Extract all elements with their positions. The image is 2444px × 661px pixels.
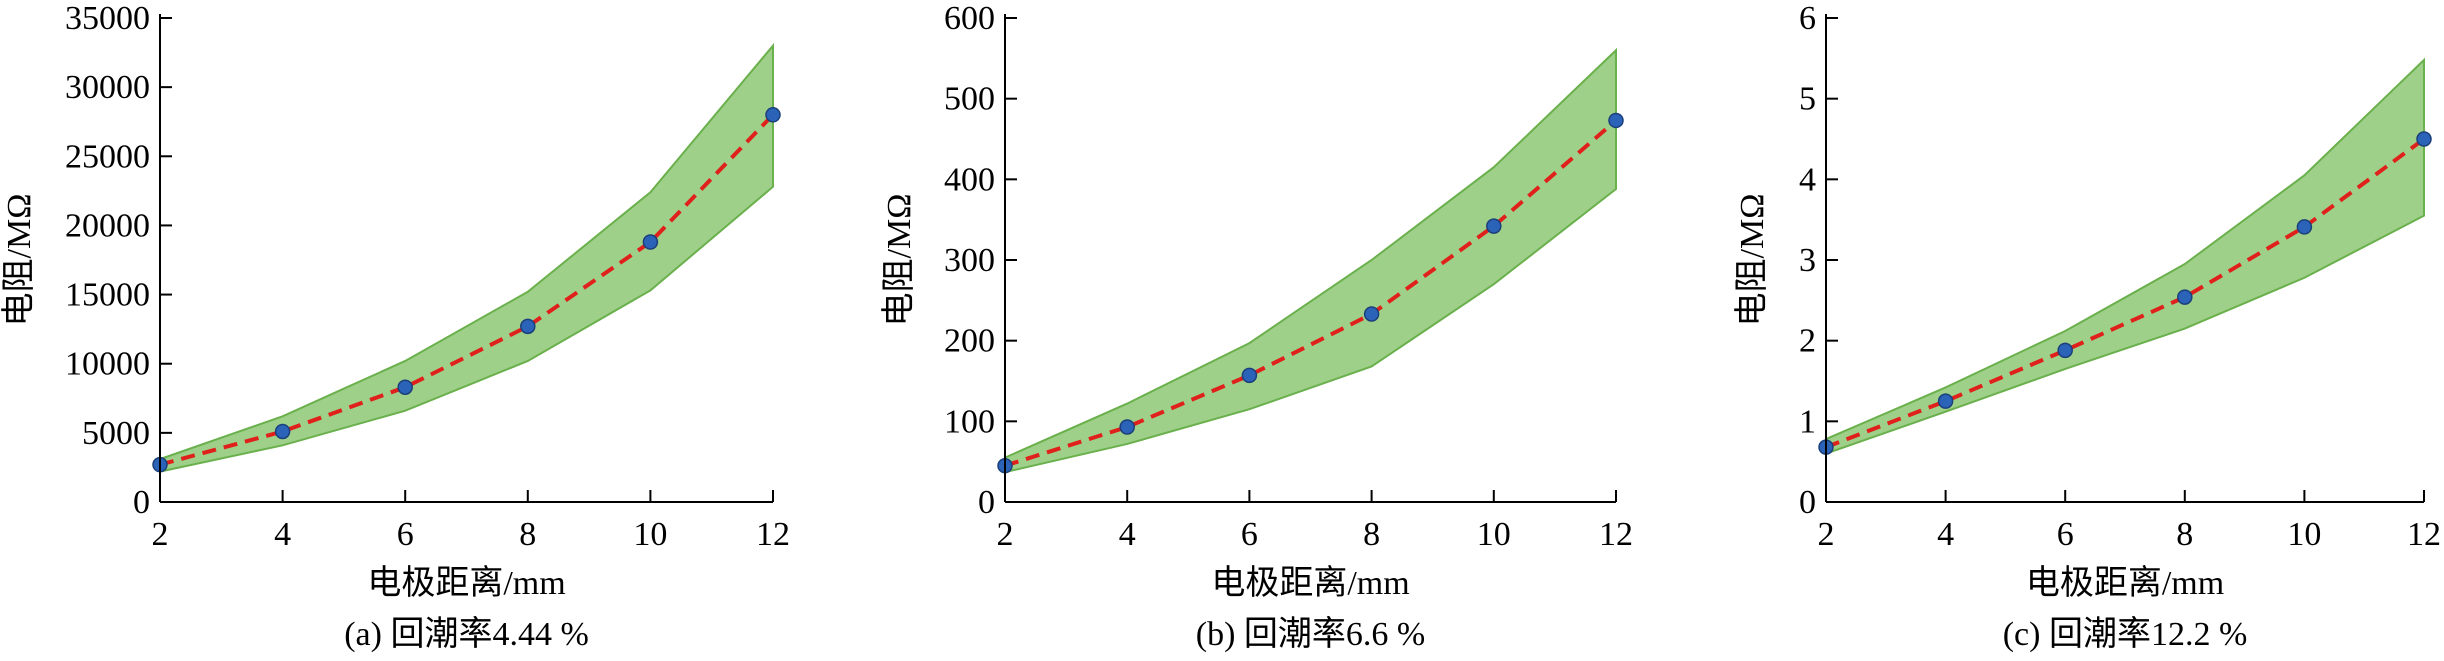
x-tick-label: 8	[1363, 516, 1380, 553]
chart-panel-b: 0 100 200 300 400 500 600 2 4 6 8 10 12 电极距离/mm (b) 回潮…	[880, 0, 1633, 653]
y-tick-label: 15000	[65, 277, 150, 314]
x-tick-label: 12	[2407, 516, 2441, 553]
x-tick-label: 12	[1599, 516, 1633, 553]
data-point	[1241, 367, 1258, 384]
x-tick-label: 2	[1818, 516, 1835, 553]
series-line	[1004, 118, 1618, 468]
y-tick-label: 300	[944, 242, 995, 279]
series-line	[1825, 137, 2426, 450]
data-point	[2416, 131, 2432, 147]
y-tick-label: 400	[944, 161, 995, 198]
series-line	[159, 113, 775, 467]
x-tick-label: 2	[997, 516, 1014, 553]
data-point	[2057, 342, 2073, 359]
x-axis-title: 电极距离/mm	[1211, 564, 1409, 602]
y-axis-title: 电阻/MΩ	[0, 194, 38, 327]
y-tick-label: 100	[944, 403, 995, 440]
x-tick-label: 2	[152, 516, 169, 553]
data-point	[642, 234, 659, 250]
x-tick-label: 6	[1241, 516, 1258, 553]
y-tick-label: 3	[1799, 242, 1816, 279]
data-point	[1486, 218, 1502, 234]
panel-caption-b: (b) 回潮率6.6 %	[1196, 615, 1425, 653]
x-axis-title: 电极距离/mm	[2026, 564, 2224, 602]
data-point	[397, 379, 413, 395]
x-tick-label: 6	[2057, 516, 2074, 553]
y-tick-label: 30000	[65, 69, 150, 106]
y-tick-label: 0	[133, 484, 150, 521]
y-tick-label: 5	[1799, 81, 1816, 118]
x-tick-label: 4	[274, 516, 291, 553]
y-tick-label: 200	[944, 323, 995, 360]
data-point	[1119, 419, 1135, 435]
x-tick-label: 8	[519, 516, 536, 553]
y-tick-label: 5000	[82, 415, 150, 452]
data-point	[2177, 289, 2193, 305]
data-point	[765, 107, 781, 123]
x-tick-label: 6	[397, 516, 414, 553]
data-point	[274, 423, 291, 440]
data-point	[1363, 306, 1380, 322]
y-tick-label: 35000	[65, 0, 150, 37]
x-tick-label: 12	[756, 516, 790, 553]
range-band	[1004, 47, 1617, 474]
x-axis-title: 电极距离/mm	[367, 564, 565, 602]
y-tick-label: 2	[1799, 323, 1816, 360]
x-tick-label: 10	[633, 516, 667, 553]
y-tick-label: 0	[1799, 484, 1816, 521]
x-tick-label: 4	[1937, 516, 1954, 553]
y-tick-label: 1	[1799, 403, 1816, 440]
y-tick-label: 600	[944, 0, 995, 37]
range-band	[159, 42, 774, 473]
x-tick-label: 8	[2176, 516, 2193, 553]
y-tick-label: 0	[978, 484, 995, 521]
y-tick-label: 6	[1799, 0, 1816, 37]
data-point	[2296, 219, 2313, 235]
x-tick-label: 4	[1119, 516, 1136, 553]
data-point	[1608, 112, 1624, 129]
y-axis-title: 电阻/MΩ	[1733, 194, 1771, 327]
y-axis-title: 电阻/MΩ	[880, 194, 918, 327]
y-tick-label: 20000	[65, 207, 150, 244]
y-tick-label: 10000	[65, 346, 150, 383]
panel-caption-c: (c) 回潮率12.2 %	[2003, 615, 2248, 653]
chart-panel-a: 0 5000 10000 15000 20000 25000 30000 35000 2 4 6 8 1…	[0, 0, 790, 653]
range-band	[1825, 57, 2425, 456]
data-point	[520, 318, 536, 335]
y-tick-label: 25000	[65, 138, 150, 175]
x-tick-label: 10	[2287, 516, 2321, 553]
y-tick-label: 500	[944, 81, 995, 118]
x-tick-label: 10	[1477, 516, 1511, 553]
panel-caption-a: (a) 回潮率4.44 %	[344, 615, 589, 653]
data-point	[1937, 393, 1954, 409]
y-tick-label: 4	[1799, 161, 1816, 198]
